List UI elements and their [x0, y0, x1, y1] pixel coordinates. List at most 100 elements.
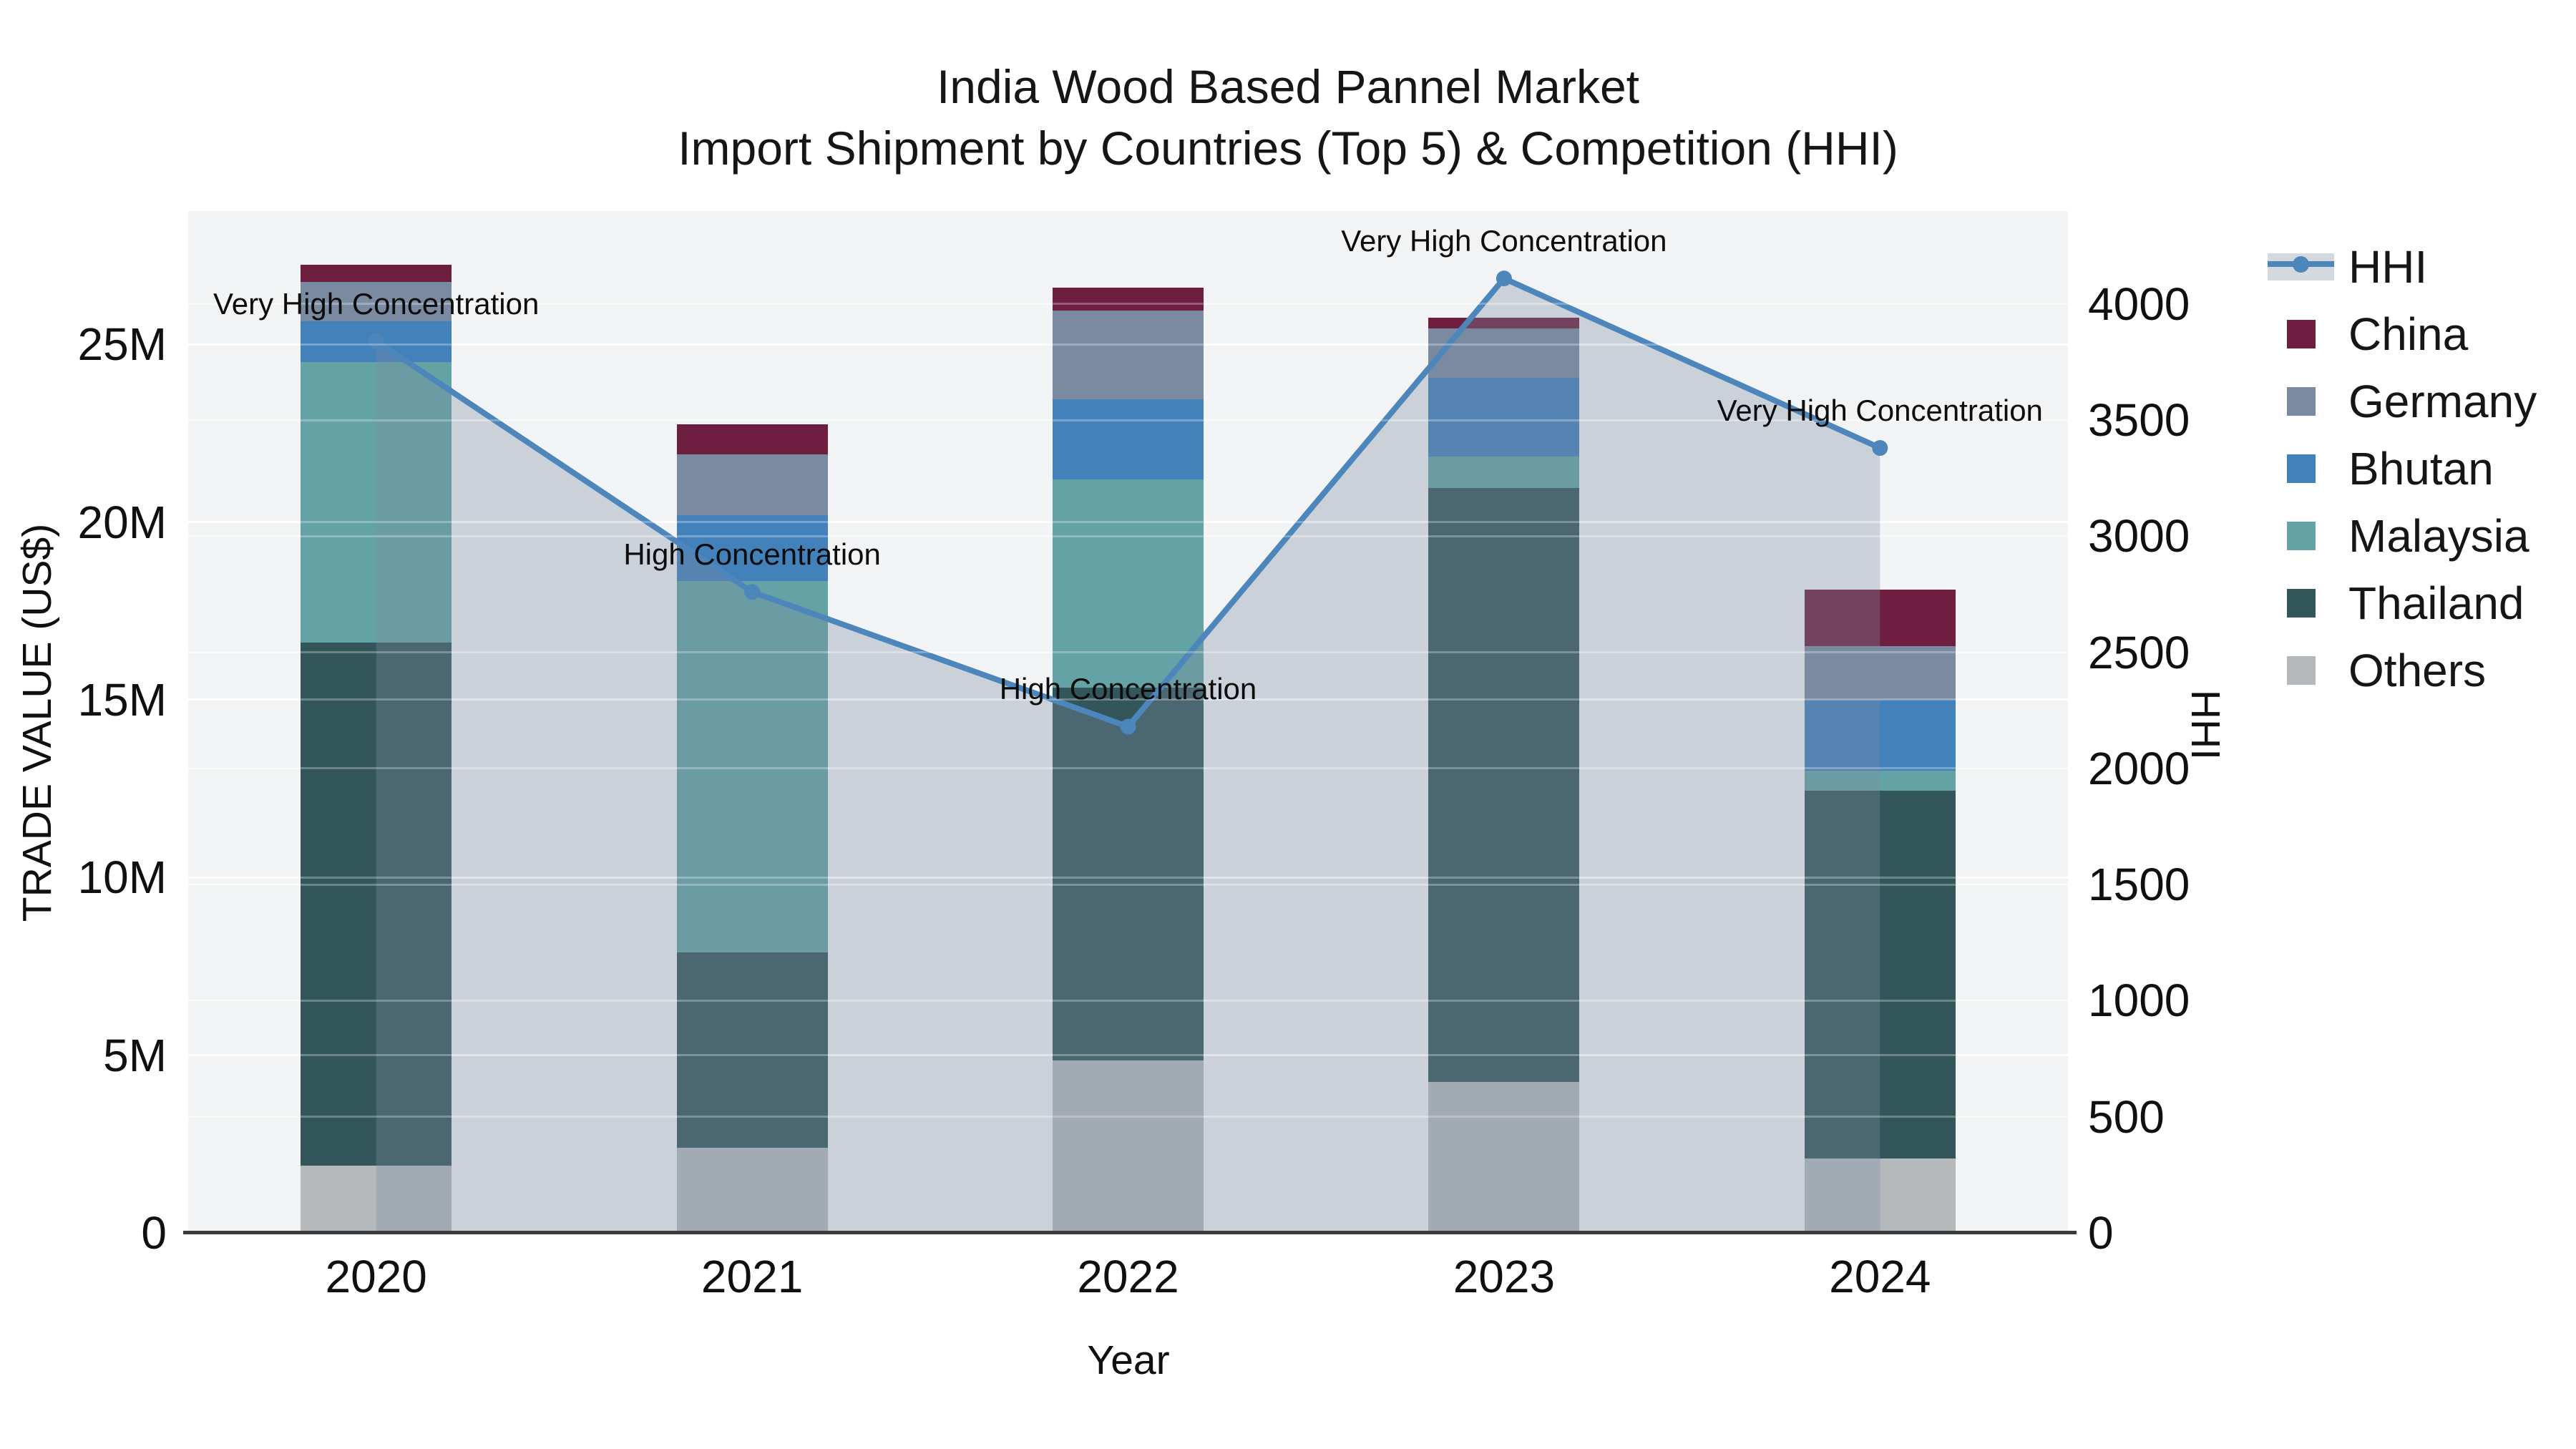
hhi-area-fill: [376, 278, 1880, 1233]
legend-label-china: China: [2348, 308, 2469, 360]
legend: HHI China Germany Bhutan Malaysia Thailand Oth…: [2268, 233, 2537, 704]
gridline-faint-500: [188, 1116, 2068, 1118]
stacked-bars: [188, 211, 2068, 1233]
y-tick-right-2000: 2000: [2088, 742, 2190, 794]
y-tick-right-1000: 1000: [2088, 975, 2190, 1027]
legend-item-malaysia[interactable]: Malaysia: [2268, 502, 2537, 570]
y-tick-right-1500: 1500: [2088, 859, 2190, 911]
legend-label-hhi: HHI: [2348, 241, 2428, 293]
china-color-swatch: [2286, 320, 2316, 348]
legend-swatch-thailand: [2268, 589, 2334, 618]
legend-swatch-hhi: [2268, 253, 2334, 280]
gridline-faint-2500: [188, 651, 2068, 654]
y-tick-left-10M: 10M: [77, 852, 167, 904]
hhi-line-layer: [368, 270, 1888, 1233]
bar-segment-malaysia-2020: [301, 362, 452, 643]
bar-segment-china-2020: [301, 264, 452, 283]
y-tick-right-3500: 3500: [2088, 394, 2190, 447]
bhutan-color-swatch: [2286, 454, 2316, 483]
y-tick-left-20M: 20M: [77, 496, 167, 548]
bar-segment-china-2022: [1053, 287, 1204, 311]
bar-segment-thailand-2022: [1053, 687, 1204, 1061]
hhi-marker-2021: [744, 584, 761, 600]
y-tick-left-15M: 15M: [77, 673, 167, 726]
bar-segment-malaysia-2021: [676, 580, 828, 952]
legend-label-thailand: Thailand: [2348, 577, 2524, 629]
bar-segment-germany-2022: [1053, 311, 1204, 400]
gridline-faint-1000: [188, 999, 2068, 1002]
legend-label-germany: Germany: [2348, 376, 2537, 427]
bar-segment-others-2022: [1053, 1060, 1204, 1233]
gridline-faint-2000: [188, 767, 2068, 770]
legend-swatch-malaysia: [2268, 522, 2334, 550]
gridline-faint-4000: [188, 303, 2068, 306]
bar-segment-china-2021: [676, 424, 828, 455]
bar-segment-malaysia-2022: [1053, 479, 1204, 688]
gridline-faint-25M: [188, 343, 2068, 346]
legend-item-thailand[interactable]: Thailand: [2268, 570, 2537, 637]
legend-item-hhi[interactable]: HHI: [2268, 233, 2537, 301]
bar-segment-bhutan-2024: [1804, 699, 1956, 771]
legend-swatch-germany: [2268, 387, 2334, 416]
gridline-faint-3500: [188, 419, 2068, 421]
bar-segment-others-2023: [1428, 1081, 1580, 1233]
hhi-marker-2022: [1120, 718, 1136, 735]
legend-item-germany[interactable]: Germany: [2268, 368, 2537, 435]
legend-swatch-china: [2268, 320, 2334, 348]
y-tick-right-4000: 4000: [2088, 278, 2190, 330]
y-tick-left-5M: 5M: [103, 1029, 167, 1081]
annotation-2023: Very High Concentration: [1341, 224, 1667, 258]
legend-item-china[interactable]: China: [2268, 301, 2537, 368]
bar-segment-malaysia-2023: [1428, 456, 1580, 489]
gridline-faint-5M: [188, 1054, 2068, 1057]
annotation-2024: Very High Concentration: [1717, 394, 2043, 428]
gridlines-overlay: [188, 211, 2068, 1233]
hhi-marker-swatch: [2293, 256, 2309, 273]
legend-swatch-others: [2268, 656, 2334, 685]
malaysia-color-swatch: [2286, 522, 2316, 550]
x-tick-2021: 2021: [701, 1251, 804, 1302]
y-axis-left-title: TRADE VALUE (US$): [14, 523, 60, 922]
y-tick-right-500: 500: [2088, 1091, 2165, 1143]
chart-title-line1: India Wood Based Pannel Market: [936, 60, 1640, 113]
y-tick-left-0: 0: [141, 1207, 167, 1259]
bar-segment-thailand-2024: [1804, 790, 1956, 1158]
bar-segment-others-2021: [676, 1147, 828, 1233]
bar-segment-germany-2024: [1804, 646, 1956, 700]
bar-segment-thailand-2020: [301, 643, 452, 1166]
x-axis-title: Year: [1087, 1337, 1170, 1383]
chart-title-line2: Import Shipment by Countries (Top 5) & C…: [678, 122, 1898, 175]
bar-segment-others-2020: [301, 1165, 452, 1233]
bar-segment-others-2024: [1804, 1158, 1956, 1233]
bar-segment-germany-2020: [301, 282, 452, 321]
y-tick-right-3000: 3000: [2088, 510, 2190, 562]
legend-label-bhutan: Bhutan: [2348, 443, 2494, 494]
bar-segment-thailand-2021: [676, 952, 828, 1148]
hhi-marker-2024: [1872, 440, 1888, 457]
annotations-layer: Very High Concentration High Concentratio…: [188, 211, 2068, 1233]
gridline-faint-1500: [188, 883, 2068, 886]
x-tick-2020: 2020: [325, 1251, 427, 1302]
legend-item-bhutan[interactable]: Bhutan: [2268, 435, 2537, 502]
annotation-2022: High Concentration: [999, 672, 1257, 706]
hhi-marker-2023: [1496, 270, 1512, 287]
chart-title: India Wood Based Pannel Market Import Sh…: [0, 56, 2576, 179]
y-axis-right-title: HHI: [2182, 689, 2228, 761]
legend-label-others: Others: [2348, 645, 2487, 696]
others-color-swatch: [2286, 656, 2316, 685]
gridline-faint-15M: [188, 698, 2068, 701]
bar-segment-malaysia-2024: [1804, 771, 1956, 791]
bar-segment-thailand-2023: [1428, 488, 1580, 1082]
y-tick-left-25M: 25M: [77, 318, 167, 371]
hhi-marker-2020: [368, 333, 384, 349]
annotation-2021: High Concentration: [623, 537, 881, 572]
y-tick-right-0: 0: [2088, 1207, 2114, 1259]
legend-item-others[interactable]: Others: [2268, 637, 2537, 704]
plot-area: Very High Concentration High Concentratio…: [188, 211, 2068, 1233]
x-tick-2022: 2022: [1077, 1251, 1179, 1302]
gridline-faint-20M: [188, 521, 2068, 524]
legend-label-malaysia: Malaysia: [2348, 510, 2529, 562]
bar-segment-bhutan-2023: [1428, 378, 1580, 457]
annotation-2020: Very High Concentration: [213, 286, 540, 321]
